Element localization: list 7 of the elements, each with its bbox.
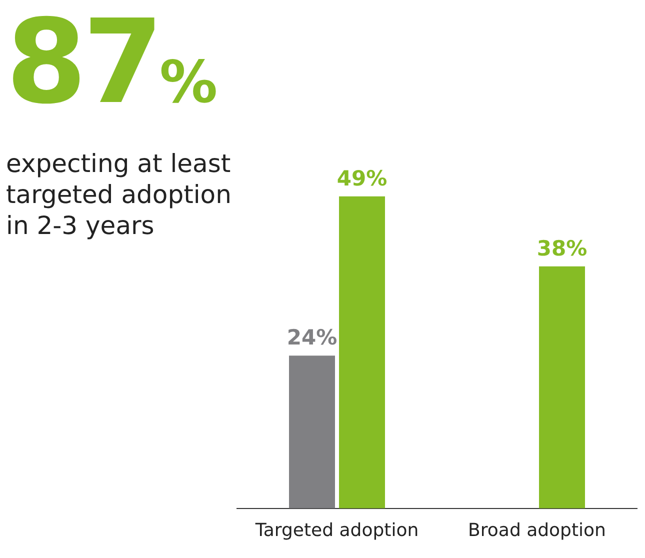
- x-tick-label: Broad adoption: [468, 520, 606, 541]
- data-label: 38%: [536, 236, 588, 260]
- x-tick-label: Targeted adoption: [254, 520, 419, 541]
- data-label: 24%: [286, 326, 338, 350]
- text: 87%: [6, 0, 218, 130]
- data-label: 49%: [336, 166, 388, 190]
- text: expecting at least targeted adoption in 2-3 years: [6, 148, 232, 241]
